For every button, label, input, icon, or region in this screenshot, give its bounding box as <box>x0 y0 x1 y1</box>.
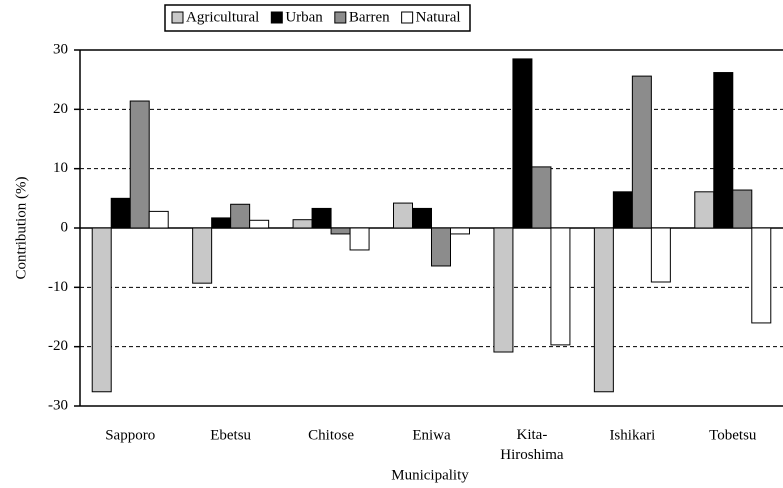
bar <box>211 217 232 229</box>
y-axis-label: Contribution (%) <box>13 177 29 280</box>
bar <box>192 227 213 284</box>
legend-swatch <box>171 11 184 24</box>
bar <box>493 227 514 353</box>
bar <box>732 189 753 229</box>
bar <box>694 191 715 229</box>
bar <box>713 72 734 229</box>
bar <box>550 227 571 346</box>
bar <box>650 227 671 283</box>
y-tick-label: 20 <box>53 101 68 117</box>
legend-label: Urban <box>285 9 323 25</box>
bar <box>148 210 169 229</box>
y-tick-label: -10 <box>48 279 68 295</box>
legend-label: Barren <box>349 9 390 25</box>
bar <box>751 227 772 324</box>
x-tick-label: Eniwa <box>412 427 451 443</box>
y-tick-label: -30 <box>48 397 68 413</box>
legend-label: Agricultural <box>186 9 259 25</box>
x-tick-label: Sapporo <box>105 427 155 443</box>
x-axis-label: Municipality <box>391 467 469 483</box>
bar <box>249 219 270 229</box>
y-tick-label: -20 <box>48 338 68 354</box>
bar <box>292 219 313 229</box>
bar <box>631 75 652 229</box>
bar <box>349 227 370 251</box>
bar <box>612 191 633 229</box>
y-tick-label: 30 <box>53 41 68 57</box>
bar <box>450 227 470 235</box>
legend-swatch <box>401 11 414 24</box>
bar <box>431 227 451 267</box>
legend-frame <box>164 4 471 32</box>
bar <box>531 166 552 229</box>
bar <box>91 227 112 393</box>
bar <box>311 207 332 229</box>
legend-swatch <box>270 11 283 24</box>
bar <box>412 207 432 229</box>
x-tick-label: Ishikari <box>609 427 655 443</box>
bar <box>129 100 150 229</box>
bar <box>230 203 251 229</box>
legend-swatch <box>334 11 347 24</box>
bar <box>330 227 351 235</box>
x-tick-label: Chitose <box>308 427 354 443</box>
bar <box>512 58 533 229</box>
y-tick-label: 10 <box>53 160 68 176</box>
x-tick-label: Kita-Hiroshima <box>500 427 564 463</box>
bar <box>593 227 614 393</box>
x-tick-label: Tobetsu <box>709 427 757 443</box>
legend-label: Natural <box>416 9 461 25</box>
x-tick-label: Ebetsu <box>210 427 251 443</box>
bar <box>110 197 131 229</box>
y-tick-label: 0 <box>61 219 69 235</box>
bar <box>393 202 413 229</box>
